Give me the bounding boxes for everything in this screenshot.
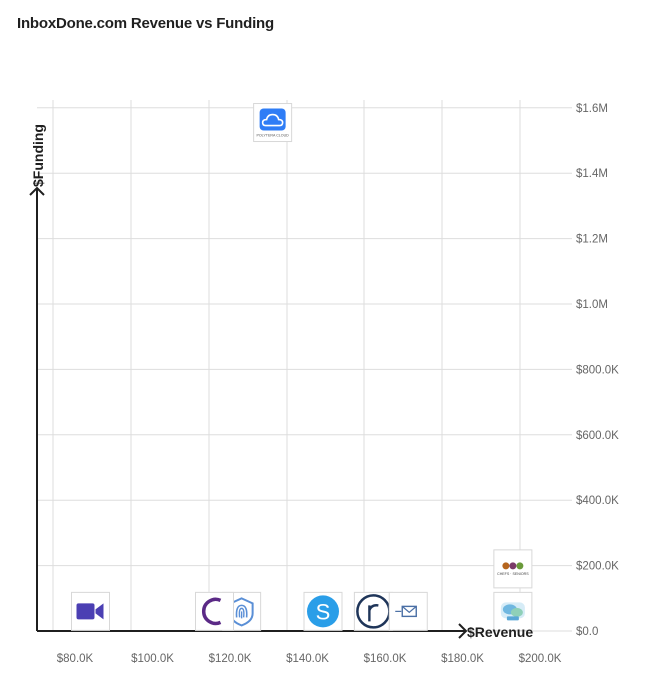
y-tick-label: $1.6M (576, 103, 608, 115)
y-tick-label: $400.0K (576, 495, 619, 507)
data-points: POLYTERA CLOUD S CHEFS · SENIORS (71, 103, 533, 631)
x-tick-labels: $80.0K $100.0K $120.0K $140.0K $160.0K $180.0… (57, 653, 562, 665)
y-tick-label: $1.4M (576, 168, 608, 180)
x-tick-label: $160.0K (364, 653, 407, 665)
y-tick-label: $1.2M (576, 234, 608, 246)
data-point[interactable]: POLYTERA CLOUD (253, 103, 293, 143)
x-axis-label: $Revenue (467, 624, 533, 640)
y-tick-label: $0.0 (576, 626, 598, 638)
y-tick-label: $200.0K (576, 561, 619, 573)
video-camera-icon (76, 603, 104, 620)
x-tick-label: $120.0K (209, 653, 252, 665)
chat-bubbles-icon (500, 602, 525, 621)
y-axis-arrow (29, 186, 45, 196)
data-point[interactable] (493, 591, 533, 631)
envelope-icon (395, 605, 417, 618)
crescent-c-icon (202, 597, 222, 626)
chefs-logo-icon: CHEFS · SENIORS (497, 562, 529, 576)
axes (29, 186, 468, 639)
x-axis-arrow (458, 623, 468, 639)
logo-text: CHEFS · SENIORS (497, 572, 529, 576)
data-point[interactable] (195, 591, 234, 631)
data-point[interactable] (353, 591, 393, 631)
svg-text:S: S (316, 599, 331, 624)
x-tick-label: $100.0K (131, 653, 174, 665)
y-axis-label: $Funding (30, 124, 46, 187)
r-circle-icon (356, 594, 391, 629)
x-tick-label: $140.0K (286, 653, 329, 665)
s-circle-icon: S (307, 595, 339, 628)
data-point[interactable]: CHEFS · SENIORS (493, 549, 533, 589)
cloud-app-icon: POLYTERA CLOUD (256, 108, 289, 138)
logo-text: POLYTERA CLOUD (256, 134, 289, 138)
data-point[interactable] (388, 591, 428, 631)
data-point[interactable] (71, 591, 110, 631)
x-tick-label: $180.0K (441, 653, 484, 665)
y-tick-label: $600.0K (576, 430, 619, 442)
chart-title: InboxDone.com Revenue vs Funding (17, 15, 274, 32)
data-point[interactable]: S (303, 591, 343, 631)
y-tick-label: $800.0K (576, 364, 619, 376)
x-tick-label: $200.0K (519, 653, 562, 665)
x-tick-label: $80.0K (57, 653, 94, 665)
y-tick-labels: $0.0 $200.0K $400.0K $600.0K $800.0K $1.0M $1.… (576, 103, 619, 638)
y-tick-label: $1.0M (576, 299, 608, 311)
grid (37, 100, 572, 632)
